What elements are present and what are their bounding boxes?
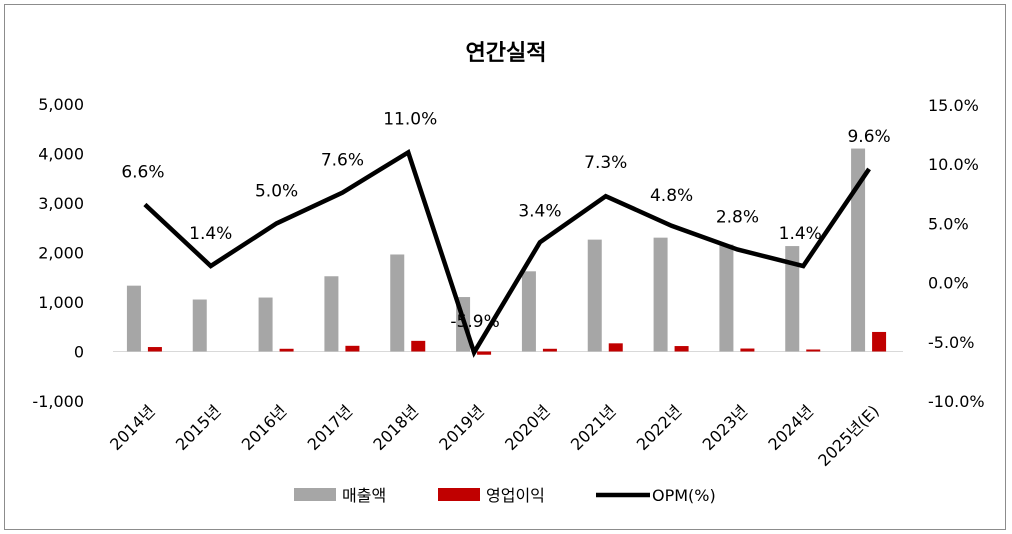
sales-bar xyxy=(192,299,207,352)
opm-data-label: 7.3% xyxy=(584,153,627,173)
x-tick-label: 2021년 xyxy=(567,401,620,454)
y-right-tick-label: 10.0% xyxy=(928,155,979,174)
x-tick-label: 2017년 xyxy=(304,401,357,454)
y-left-tick-label: 4,000 xyxy=(38,145,84,164)
y-left-tick-label: 3,000 xyxy=(38,194,84,213)
opm-line xyxy=(143,148,871,358)
opm-data-label: -5.9% xyxy=(450,312,499,332)
x-tick-label: 2018년 xyxy=(369,401,422,454)
chart-frame xyxy=(4,4,1006,530)
opm-data-label: 2.8% xyxy=(716,207,759,227)
y-right-tick-label: 5.0% xyxy=(928,214,969,233)
operating-profit-bar xyxy=(872,331,887,352)
y-left-tick-label: 5,000 xyxy=(38,95,84,114)
y-left-tick-label: 2,000 xyxy=(38,244,84,263)
opm-data-label: 1.4% xyxy=(779,224,822,244)
operating-profit-bar xyxy=(345,345,360,352)
operating-profit-bar xyxy=(674,346,689,352)
x-tick-label: 2020년 xyxy=(501,401,554,454)
x-tick-label: 2014년 xyxy=(106,401,159,454)
chart-title: 연간실적 xyxy=(466,41,547,66)
opm-data-label: 11.0% xyxy=(383,109,437,129)
sales-bar xyxy=(785,246,800,352)
sales-bar xyxy=(587,239,602,352)
operating-profit-bar xyxy=(608,343,623,352)
opm-data-label: 3.4% xyxy=(518,201,561,221)
y-left-tick-label: -1,000 xyxy=(32,392,84,411)
operating-profit-bar xyxy=(279,348,294,352)
operating-profit-bar xyxy=(542,348,557,352)
operating-profit-bar xyxy=(740,348,755,352)
y-left-tick-label: 1,000 xyxy=(38,293,84,312)
operating-profit-bar xyxy=(147,347,162,352)
legend-swatch-sales xyxy=(294,488,336,501)
opm-data-label: 7.6% xyxy=(321,151,364,171)
sales-bar xyxy=(851,148,866,352)
x-tick-label: 2016년 xyxy=(238,401,291,454)
legend-label-sales: 매출액 xyxy=(342,486,386,505)
opm-data-label: 4.8% xyxy=(650,186,693,206)
sales-bar xyxy=(258,297,273,352)
legend-swatch-operating-profit xyxy=(438,488,480,501)
opm-data-label: 6.6% xyxy=(121,162,164,182)
opm-data-label: 5.0% xyxy=(255,181,298,201)
legend-label-opm: OPM(%) xyxy=(652,486,716,505)
legend-label-operating-profit: 영업이익 xyxy=(486,486,545,505)
sales-bar xyxy=(719,244,734,352)
sales-bar xyxy=(324,276,339,352)
x-tick-label: 2025년(E) xyxy=(814,401,883,470)
x-tick-label: 2019년 xyxy=(435,401,488,454)
sales-bar xyxy=(126,285,141,352)
y-left-tick-label: 0 xyxy=(74,343,84,362)
operating-profit-bar xyxy=(806,349,821,352)
y-right-tick-label: -5.0% xyxy=(928,333,974,352)
x-tick-label: 2015년 xyxy=(172,401,225,454)
operating-profit-bar xyxy=(411,340,426,352)
y-right-tick-label: -10.0% xyxy=(928,392,985,411)
sales-bar xyxy=(521,271,536,352)
operating-profit-bar xyxy=(477,351,492,355)
x-tick-label: 2022년 xyxy=(633,401,686,454)
y-right-tick-label: 0.0% xyxy=(928,274,969,293)
opm-data-label: 9.6% xyxy=(847,127,890,147)
x-tick-label: 2024년 xyxy=(764,401,817,454)
x-tick-label: 2023년 xyxy=(699,401,752,454)
sales-bar xyxy=(653,237,668,352)
y-right-tick-label: 15.0% xyxy=(928,96,979,115)
opm-data-label: 1.4% xyxy=(189,224,232,244)
sales-bar xyxy=(390,254,405,352)
